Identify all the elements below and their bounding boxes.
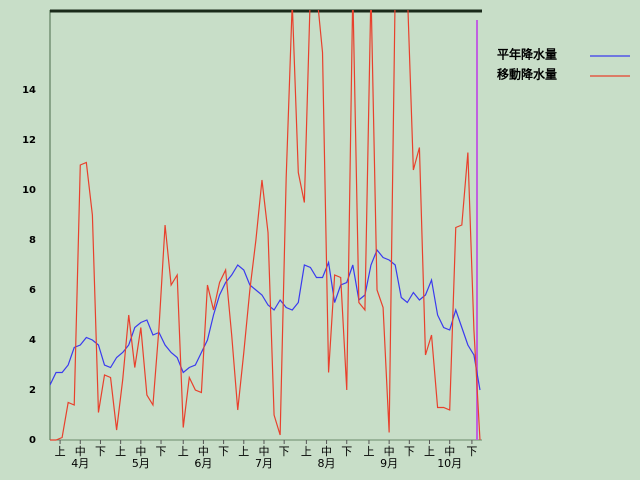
month-label: 9月 bbox=[380, 457, 398, 470]
y-tick-label: 2 bbox=[29, 385, 36, 396]
x-tick-label: 下 bbox=[404, 445, 415, 458]
x-tick-label: 中 bbox=[75, 445, 86, 458]
x-tick-label: 下 bbox=[218, 445, 229, 458]
month-label: 8月 bbox=[318, 457, 336, 470]
x-tick-label: 下 bbox=[466, 445, 477, 458]
y-tick-label: 6 bbox=[29, 285, 36, 296]
y-tick-label: 8 bbox=[29, 235, 36, 246]
legend-label: 平年降水量 bbox=[497, 47, 557, 62]
y-tick-label: 10 bbox=[22, 185, 36, 196]
month-label: 4月 bbox=[71, 457, 89, 470]
x-tick-label: 中 bbox=[135, 445, 146, 458]
x-tick-label: 上 bbox=[115, 445, 126, 458]
legend-label: 移動降水量 bbox=[497, 67, 557, 82]
x-tick-label: 中 bbox=[258, 445, 269, 458]
x-tick-label: 下 bbox=[95, 445, 106, 458]
month-label: 5月 bbox=[132, 457, 150, 470]
y-tick-label: 0 bbox=[29, 435, 36, 446]
x-tick-label: 下 bbox=[156, 445, 167, 458]
month-label: 7月 bbox=[255, 457, 273, 470]
month-label: 6月 bbox=[194, 457, 212, 470]
x-tick-label: 中 bbox=[384, 445, 395, 458]
y-tick-label: 14 bbox=[22, 85, 36, 96]
x-tick-label: 上 bbox=[238, 445, 249, 458]
x-tick-label: 下 bbox=[341, 445, 352, 458]
month-label: 10月 bbox=[437, 457, 462, 470]
series-line bbox=[50, 10, 481, 441]
x-tick-label: 上 bbox=[424, 445, 435, 458]
y-tick-label: 4 bbox=[29, 335, 36, 346]
x-tick-label: 下 bbox=[279, 445, 290, 458]
x-tick-label: 上 bbox=[178, 445, 189, 458]
x-tick-label: 中 bbox=[198, 445, 209, 458]
x-tick-label: 上 bbox=[363, 445, 374, 458]
x-tick-label: 上 bbox=[55, 445, 66, 458]
y-tick-label: 12 bbox=[22, 135, 36, 146]
x-tick-label: 上 bbox=[301, 445, 312, 458]
x-tick-label: 中 bbox=[444, 445, 455, 458]
series-line bbox=[50, 248, 481, 391]
x-tick-label: 中 bbox=[321, 445, 332, 458]
